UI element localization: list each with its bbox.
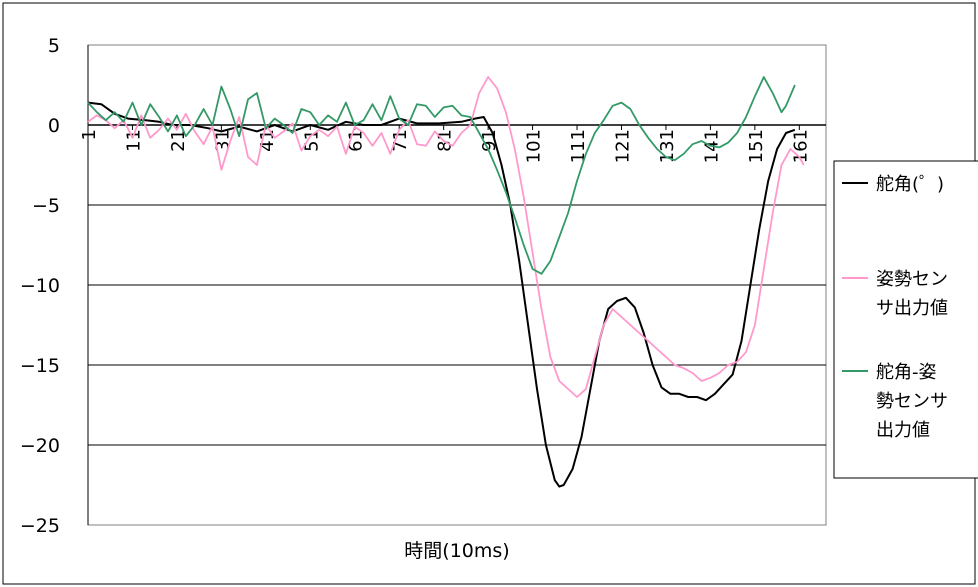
x-tick-label: 71 (390, 129, 411, 152)
x-tick-label: 61 (346, 129, 367, 152)
y-tick-label: −25 (20, 515, 60, 537)
series-line-1 (87, 101, 796, 488)
x-tick-label: 51 (301, 129, 322, 152)
x-axis-title: 時間(10ms) (404, 540, 509, 562)
legend-label: 舵角(゜) (876, 174, 944, 195)
legend-label: 姿勢セン (876, 269, 948, 290)
legend-label: サ出力値 (876, 298, 948, 319)
series-line-3 (87, 76, 796, 275)
x-tick-label: 81 (435, 129, 456, 152)
x-tick-label: 121 (612, 129, 633, 163)
x-tick-label: 11 (123, 129, 144, 152)
y-tick-label: −5 (32, 195, 60, 217)
legend-box (833, 160, 978, 479)
x-tick-label: 101 (524, 129, 545, 163)
x-tick-label: 21 (168, 129, 189, 152)
y-tick-label: 0 (48, 115, 60, 137)
y-tick-label: −20 (20, 435, 60, 457)
x-tick-label: 151 (746, 129, 767, 163)
y-tick-label: −15 (20, 355, 60, 377)
x-tick-label: 91 (479, 129, 500, 152)
x-tick-label: 111 (568, 129, 589, 163)
series-line-2 (87, 76, 805, 398)
legend-label: 勢センサ (876, 391, 948, 412)
y-tick-label: 5 (48, 35, 60, 57)
legend-label: 舵角-姿 (876, 362, 937, 383)
legend-label: 出力値 (876, 420, 930, 441)
x-tick-label: 1 (79, 129, 100, 140)
y-axis: 5 0 −5 −10 −15 −20 −25 (20, 35, 89, 537)
y-tick-label: −10 (20, 275, 60, 297)
series-layer (87, 76, 805, 488)
